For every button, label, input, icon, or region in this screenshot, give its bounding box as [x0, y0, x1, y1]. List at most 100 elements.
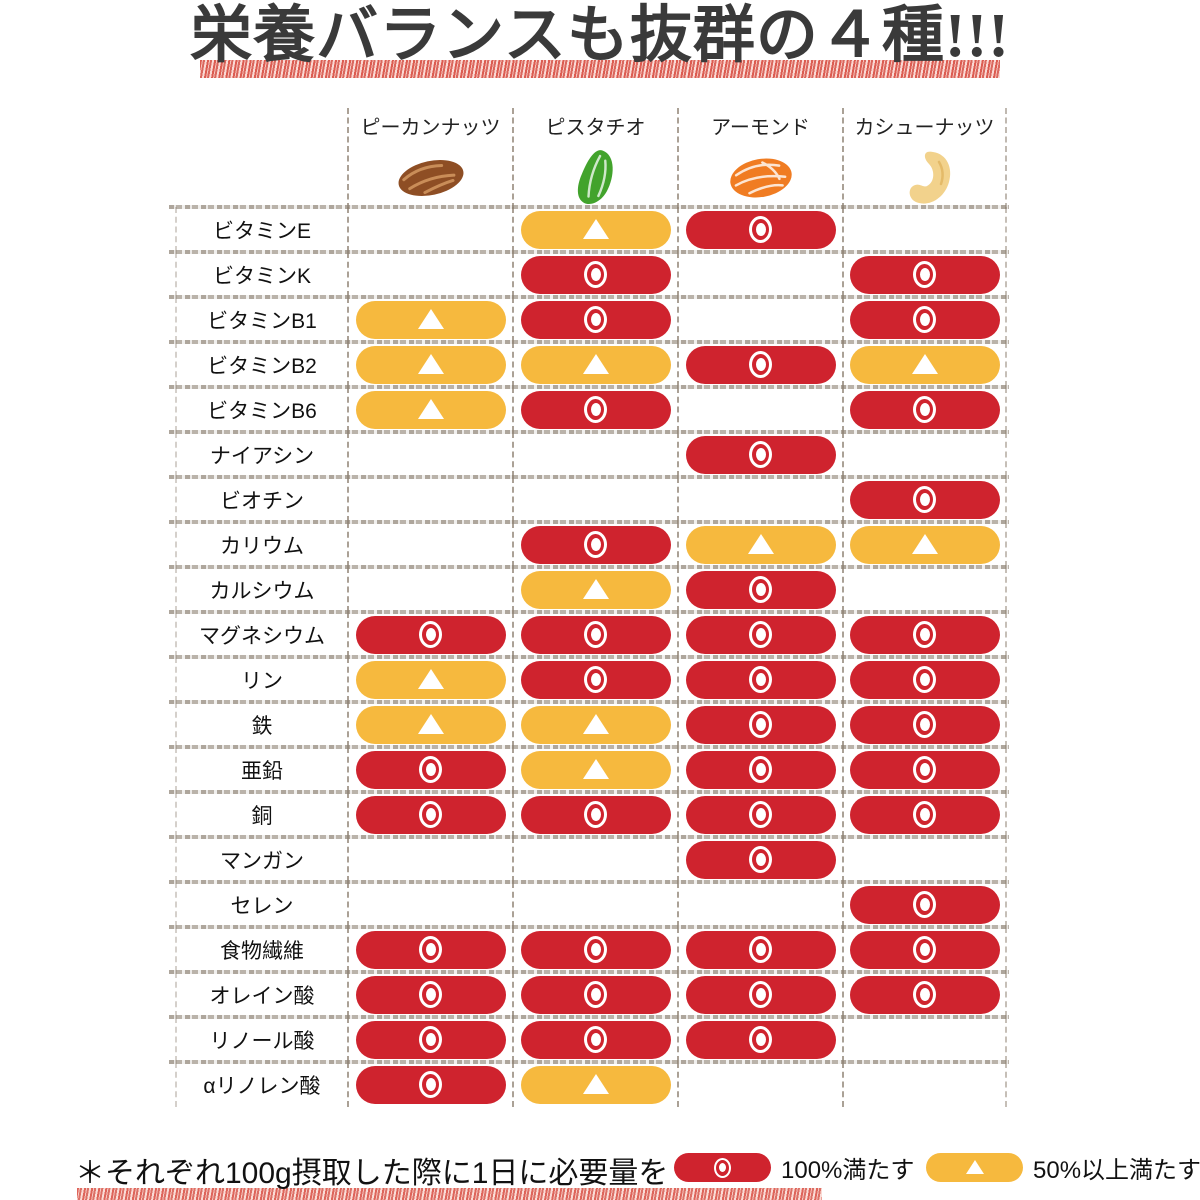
value-cell — [842, 1062, 1007, 1107]
double-circle-icon — [419, 936, 442, 963]
meets-100-badge — [685, 930, 836, 969]
value-cell — [677, 882, 842, 927]
triangle-icon — [417, 353, 444, 374]
nutrient-row: オレイン酸 — [169, 970, 1009, 1017]
double-circle-icon — [584, 1026, 607, 1053]
meets-50-badge — [520, 345, 671, 384]
title-block: 栄養バランスも抜群の４種!!! — [0, 2, 1200, 78]
triangle-icon — [417, 398, 444, 419]
meets-100-badge — [849, 705, 1000, 744]
meets-100-badge — [685, 705, 836, 744]
double-circle-icon — [584, 801, 607, 828]
value-cell — [842, 927, 1007, 972]
meets-50-badge — [926, 1153, 1023, 1182]
nutrient-row: ビタミンB2 — [169, 340, 1009, 387]
meets-100-badge — [685, 975, 836, 1014]
nutrient-table: ビタミンE ビタミンK ビタミンB1 ビタミンB2 ビタミンB6 ナイアシン ビオチン カリウ… — [169, 205, 1009, 1107]
double-circle-icon — [749, 666, 772, 693]
nutrient-label: マンガン — [175, 837, 347, 882]
column-header-almond: アーモンド — [677, 108, 842, 209]
double-circle-icon — [419, 756, 442, 783]
value-cell — [347, 522, 512, 567]
double-circle-icon — [913, 891, 936, 918]
double-circle-icon — [913, 936, 936, 963]
meets-100-badge — [685, 1020, 836, 1059]
nutrient-label: ビタミンB6 — [175, 387, 347, 432]
value-cell — [347, 477, 512, 522]
double-circle-icon — [913, 621, 936, 648]
value-cell — [347, 837, 512, 882]
double-circle-icon — [913, 801, 936, 828]
value-cell — [347, 207, 512, 252]
column-header-pecan: ピーカンナッツ — [347, 108, 512, 209]
meets-100-badge — [685, 750, 836, 789]
value-cell — [512, 252, 677, 297]
value-cell — [842, 432, 1007, 477]
meets-100-badge — [849, 795, 1000, 834]
pecan-icon — [392, 147, 470, 209]
nutrient-row: ビタミンE — [169, 205, 1009, 252]
value-cell — [677, 1062, 842, 1107]
nutrient-label: ビタミンB1 — [175, 297, 347, 342]
double-circle-icon — [749, 1026, 772, 1053]
nutrient-label: マグネシウム — [175, 612, 347, 657]
double-circle-icon — [913, 486, 936, 513]
meets-100-badge — [685, 210, 836, 249]
value-cell — [842, 387, 1007, 432]
value-cell — [347, 657, 512, 702]
double-circle-icon — [913, 981, 936, 1008]
value-cell — [842, 612, 1007, 657]
meets-50-badge — [355, 660, 506, 699]
value-cell — [347, 927, 512, 972]
nutrient-label: ビタミンB2 — [175, 342, 347, 387]
meets-100-badge — [520, 255, 671, 294]
double-circle-icon — [584, 666, 607, 693]
double-circle-icon — [913, 756, 936, 783]
nutrient-label: リノール酸 — [175, 1017, 347, 1062]
double-circle-icon — [749, 351, 772, 378]
value-cell — [512, 612, 677, 657]
nutrient-label: αリノレン酸 — [175, 1062, 347, 1107]
value-cell — [677, 747, 842, 792]
nutrient-row: リノール酸 — [169, 1015, 1009, 1062]
meets-50-badge — [849, 345, 1000, 384]
meets-100-badge — [355, 930, 506, 969]
meets-100-badge — [520, 390, 671, 429]
double-circle-icon — [419, 1026, 442, 1053]
triangle-icon — [417, 308, 444, 329]
value-cell — [512, 882, 677, 927]
triangle-icon — [417, 668, 444, 689]
meets-50-badge — [520, 570, 671, 609]
triangle-icon — [911, 353, 938, 374]
value-cell — [347, 792, 512, 837]
value-cell — [512, 927, 677, 972]
meets-50-badge — [520, 750, 671, 789]
value-cell — [512, 837, 677, 882]
meets-100-badge — [674, 1153, 771, 1182]
double-circle-icon — [584, 531, 607, 558]
value-cell — [677, 207, 842, 252]
meets-50-badge — [355, 390, 506, 429]
legend-item-100-percent: 100%満たす — [674, 1150, 914, 1185]
meets-100-badge — [685, 660, 836, 699]
meets-100-badge — [849, 660, 1000, 699]
value-cell — [842, 297, 1007, 342]
double-circle-icon — [749, 441, 772, 468]
double-circle-icon — [749, 981, 772, 1008]
meets-100-badge — [849, 390, 1000, 429]
legend-item-50-percent: 50%以上満たす — [926, 1150, 1200, 1185]
legend-label: 100%満たす — [781, 1157, 915, 1184]
value-cell — [842, 837, 1007, 882]
nutrient-row: ビタミンB1 — [169, 295, 1009, 342]
meets-100-badge — [849, 615, 1000, 654]
value-cell — [677, 657, 842, 702]
value-cell — [512, 432, 677, 477]
nutrient-label: カリウム — [175, 522, 347, 567]
value-cell — [677, 567, 842, 612]
value-cell — [677, 972, 842, 1017]
double-circle-icon — [913, 711, 936, 738]
column-header-cashew: カシューナッツ — [842, 108, 1007, 209]
value-cell — [512, 522, 677, 567]
value-cell — [677, 612, 842, 657]
nutrient-row: ビオチン — [169, 475, 1009, 522]
